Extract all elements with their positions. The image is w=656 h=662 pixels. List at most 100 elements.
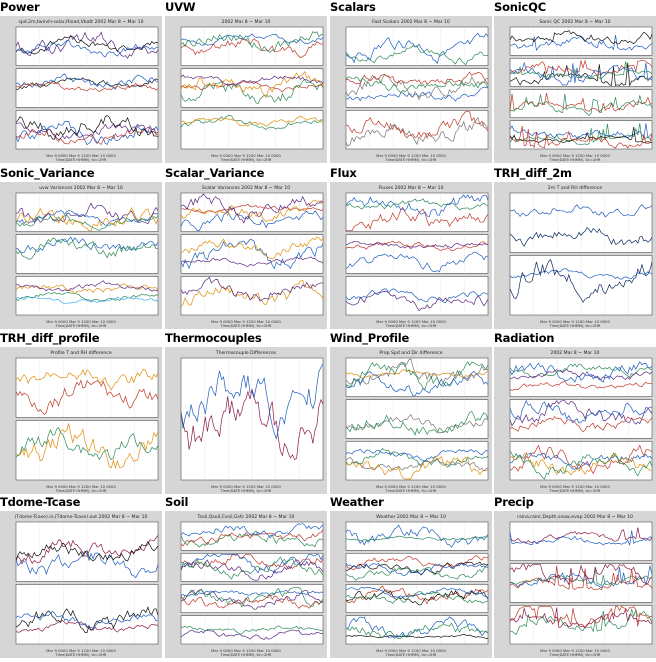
plot-tile-weather: Weather Weather 2002 Mar 8 ~ Mar 10 Mar 9 …	[330, 495, 492, 659]
plot-title: Radiation	[494, 331, 555, 345]
svg-text:Time(DATE HHMM), tic=2HR: Time(DATE HHMM), tic=2HR	[220, 489, 272, 493]
plot-subtitle: Prop Spd and Dir difference	[379, 350, 442, 356]
plot-subtitle: 2m T and RH difference	[548, 185, 603, 191]
plot-tile-thermocouples: Thermocouples Thermocouple Differences Mar…	[165, 331, 327, 495]
plot-subtitle: spd.2m,twind+solar,Rload,Vbatt 2002 Mar …	[18, 19, 143, 25]
svg-text:Mar 9 0000 Mar 9 1200 Ma: Mar 9 0000 Mar 9 1200 Mar 10 0000	[540, 648, 610, 653]
svg-text:Mar 9 0000 Mar 9 1200 Ma: Mar 9 0000 Mar 9 1200 Mar 10 0000	[46, 319, 116, 324]
svg-text:Mar 9 0000 Mar 9 1200 Ma: Mar 9 0000 Mar 9 1200 Mar 10 0000	[46, 153, 116, 158]
svg-text:Time(DATE HHMM), tic=2HR: Time(DATE HHMM), tic=2HR	[385, 489, 437, 493]
svg-text:Time(DATE HHMM), tic=2HR: Time(DATE HHMM), tic=2HR	[220, 324, 272, 328]
svg-text:Mar 9 0000 Mar 9 1200 Ma: Mar 9 0000 Mar 9 1200 Mar 10 0000	[211, 648, 281, 653]
plot-tile-soil: Soil Tsoil,Qsoil,Cvsil,Gsfc 2002 Mar 8 ~ …	[165, 495, 327, 659]
svg-text:Time(DATE HHMM), tic=2HR: Time(DATE HHMM), tic=2HR	[55, 489, 107, 493]
svg-text:Mar 9 0000 Mar 9 1200 Ma: Mar 9 0000 Mar 9 1200 Mar 10 0000	[46, 648, 116, 653]
svg-text:Mar 9 0000 Mar 9 1200 Ma: Mar 9 0000 Mar 9 1200 Mar 10 0000	[211, 484, 281, 489]
svg-text:Mar 9 0000 Mar 9 1200 Ma: Mar 9 0000 Mar 9 1200 Mar 10 0000	[540, 484, 610, 489]
svg-text:Time(DATE HHMM), tic=2HR: Time(DATE HHMM), tic=2HR	[549, 324, 601, 328]
plot-thumbnail-image: Fluxes 2002 Mar 8 ~ Mar 10 Mar 9 0000 Mar…	[330, 182, 492, 329]
plot-thumbnail-image: Weather 2002 Mar 8 ~ Mar 10 Mar 9 0000 Ma…	[330, 511, 492, 658]
plot-thumbnail-link[interactable]: 2m T and RH difference Mar 9 0000 Mar 9 1…	[494, 182, 656, 329]
svg-text:Mar 9 0000 Mar 9 1200 Ma: Mar 9 0000 Mar 9 1200 Mar 10 0000	[211, 319, 281, 324]
svg-text:Time(DATE HHMM), tic=2HR: Time(DATE HHMM), tic=2HR	[55, 653, 107, 657]
plot-title: UVW	[165, 0, 196, 14]
plot-thumbnail-image: (Tdome-Tcase).in,(Tdome-Tcase).out 2002 …	[0, 511, 162, 658]
plot-thumbnail-link[interactable]: Tsoil,Qsoil,Cvsil,Gsfc 2002 Mar 8 ~ Mar …	[165, 511, 327, 658]
plot-thumbnail-link[interactable]: raina,rainr,Depth,snow,evap 2002 Mar 8 ~…	[494, 511, 656, 658]
plot-subtitle: Scalar Variances 2002 Mar 8 ~ Mar 10	[202, 185, 290, 191]
plot-tile-sonicqc: SonicQC Sonic QC 2002 Mar 8 ~ Mar 10 Mar 9…	[494, 0, 656, 164]
plot-title: Weather	[330, 495, 384, 509]
plot-title: Scalar_Variance	[165, 166, 265, 180]
plot-subtitle: Thermocouple Differences	[215, 350, 277, 356]
svg-text:Time(DATE HHMM), tic=2HR: Time(DATE HHMM), tic=2HR	[385, 158, 437, 162]
plot-thumbnail-image: Tsoil,Qsoil,Cvsil,Gsfc 2002 Mar 8 ~ Mar …	[165, 511, 327, 658]
plot-title: Power	[0, 0, 40, 14]
plot-title: SonicQC	[494, 0, 546, 14]
plot-title: Tdome-Tcase	[0, 495, 81, 509]
svg-text:Mar 9 0000 Mar 9 1200 Ma: Mar 9 0000 Mar 9 1200 Mar 10 0000	[540, 153, 610, 158]
svg-text:Time(DATE HHMM), tic=2HR: Time(DATE HHMM), tic=2HR	[385, 324, 437, 328]
plot-thumbnail-image: 2002 Mar 8 ~ Mar 10 Mar 9 0000 Mar 9 1200…	[165, 16, 327, 163]
plot-thumbnail-image: Sonic QC 2002 Mar 8 ~ Mar 10 Mar 9 0000 M…	[494, 16, 656, 163]
plot-thumbnail-image: uvw Variances 2002 Mar 8 ~ Mar 10 Mar 9 0…	[0, 182, 162, 329]
svg-text:Mar 9 0000 Mar 9 1200 Ma: Mar 9 0000 Mar 9 1200 Mar 10 0000	[46, 484, 116, 489]
plot-thumbnail-link[interactable]: Weather 2002 Mar 8 ~ Mar 10 Mar 9 0000 Ma…	[330, 511, 492, 658]
svg-text:Time(DATE HHMM), tic=2HR: Time(DATE HHMM), tic=2HR	[385, 653, 437, 657]
plot-subtitle: Fast Scalars 2002 Mar 8 ~ Mar 10	[372, 19, 450, 25]
plot-subtitle: Profile T and RH difference	[50, 350, 111, 356]
plot-thumbnail-link[interactable]: 2002 Mar 8 ~ Mar 10 Mar 9 0000 Mar 9 1200…	[165, 16, 327, 163]
plot-thumbnail-link[interactable]: Fluxes 2002 Mar 8 ~ Mar 10 Mar 9 0000 Mar…	[330, 182, 492, 329]
plot-subtitle: Sonic QC 2002 Mar 8 ~ Mar 10	[539, 19, 610, 25]
svg-text:Time(DATE HHMM), tic=2HR: Time(DATE HHMM), tic=2HR	[55, 324, 107, 328]
plot-thumbnail-link[interactable]: 2002 Mar 8 ~ Mar 10 Mar 9 0000 Mar 9 1200…	[494, 347, 656, 494]
plot-title: Scalars	[330, 0, 376, 14]
plot-subtitle: Fluxes 2002 Mar 8 ~ Mar 10	[378, 185, 443, 191]
plot-title: Flux	[330, 166, 357, 180]
plot-thumbnail-link[interactable]: Thermocouple Differences Mar 9 0000 Mar 9…	[165, 347, 327, 494]
plot-thumbnail-link[interactable]: uvw Variances 2002 Mar 8 ~ Mar 10 Mar 9 0…	[0, 182, 162, 329]
svg-text:Time(DATE HHMM), tic=2HR: Time(DATE HHMM), tic=2HR	[549, 158, 601, 162]
plot-tile-uvw: UVW 2002 Mar 8 ~ Mar 10 Mar 9 0000 Mar 9 1…	[165, 0, 327, 164]
plot-thumbnail-link[interactable]: Profile T and RH difference Mar 9 0000 Ma…	[0, 347, 162, 494]
plot-subtitle: raina,rainr,Depth,snow,evap 2002 Mar 8 ~…	[517, 514, 633, 520]
plot-subtitle: (Tdome-Tcase).in,(Tdome-Tcase).out 2002 …	[15, 514, 148, 520]
plot-thumbnail-link[interactable]: Scalar Variances 2002 Mar 8 ~ Mar 10 Mar …	[165, 182, 327, 329]
plot-thumbnail-image: 2m T and RH difference Mar 9 0000 Mar 9 1…	[494, 182, 656, 329]
plot-title: TRH_diff_2m	[494, 166, 572, 180]
plot-thumbnail-image: Scalar Variances 2002 Mar 8 ~ Mar 10 Mar …	[165, 182, 327, 329]
plot-subtitle: 2002 Mar 8 ~ Mar 10	[551, 350, 600, 356]
plot-tile-trh-diff-profile: TRH_diff_profile Profile T and RH differe…	[0, 331, 162, 495]
svg-text:Time(DATE HHMM), tic=2HR: Time(DATE HHMM), tic=2HR	[220, 653, 272, 657]
plot-title: Sonic_Variance	[0, 166, 95, 180]
plot-thumbnail-link[interactable]: Fast Scalars 2002 Mar 8 ~ Mar 10 Mar 9 00…	[330, 16, 492, 163]
plot-thumbnail-link[interactable]: Prop Spd and Dir difference Mar 9 0000 Ma…	[330, 347, 492, 494]
plot-subtitle: Weather 2002 Mar 8 ~ Mar 10	[376, 514, 446, 520]
plot-tile-flux: Flux Fluxes 2002 Mar 8 ~ Mar 10 Mar 9 0000…	[330, 166, 492, 330]
plot-tile-tdome-tcase: Tdome-Tcase (Tdome-Tcase).in,(Tdome-Tcase…	[0, 495, 162, 659]
plot-thumbnail-link[interactable]: spd.2m,twind+solar,Rload,Vbatt 2002 Mar …	[0, 16, 162, 163]
plot-thumbnail-image: spd.2m,twind+solar,Rload,Vbatt 2002 Mar …	[0, 16, 162, 163]
svg-text:Mar 9 0000 Mar 9 1200 Ma: Mar 9 0000 Mar 9 1200 Mar 10 0000	[540, 319, 610, 324]
plot-tile-precip: Precip raina,rainr,Depth,snow,evap 2002 M…	[494, 495, 656, 659]
svg-text:Time(DATE HHMM), tic=2HR: Time(DATE HHMM), tic=2HR	[549, 653, 601, 657]
plot-thumbnail-image: Fast Scalars 2002 Mar 8 ~ Mar 10 Mar 9 00…	[330, 16, 492, 163]
plot-subtitle: uvw Variances 2002 Mar 8 ~ Mar 10	[39, 185, 123, 191]
plot-title: TRH_diff_profile	[0, 331, 100, 345]
svg-text:Mar 9 0000 Mar 9 1200 Ma: Mar 9 0000 Mar 9 1200 Mar 10 0000	[211, 153, 281, 158]
plot-title: Soil	[165, 495, 189, 509]
plot-thumbnail-image: Profile T and RH difference Mar 9 0000 Ma…	[0, 347, 162, 494]
plot-title: Wind_Profile	[330, 331, 410, 345]
svg-text:Mar 9 0000 Mar 9 1200 Ma: Mar 9 0000 Mar 9 1200 Mar 10 0000	[376, 484, 446, 489]
svg-text:Time(DATE HHMM), tic=2HR: Time(DATE HHMM), tic=2HR	[549, 489, 601, 493]
plot-title: Precip	[494, 495, 534, 509]
plot-thumbnail-image: raina,rainr,Depth,snow,evap 2002 Mar 8 ~…	[494, 511, 656, 658]
plot-tile-trh-diff-2m: TRH_diff_2m 2m T and RH difference Mar 9 0…	[494, 166, 656, 330]
plot-thumbnail-link[interactable]: Sonic QC 2002 Mar 8 ~ Mar 10 Mar 9 0000 M…	[494, 16, 656, 163]
svg-text:Mar 9 0000 Mar 9 1200 Ma: Mar 9 0000 Mar 9 1200 Mar 10 0000	[376, 153, 446, 158]
plot-thumbnail-link[interactable]: (Tdome-Tcase).in,(Tdome-Tcase).out 2002 …	[0, 511, 162, 658]
plot-tile-scalars: Scalars Fast Scalars 2002 Mar 8 ~ Mar 10 M…	[330, 0, 492, 164]
svg-text:Mar 9 0000 Mar 9 1200 Ma: Mar 9 0000 Mar 9 1200 Mar 10 0000	[376, 319, 446, 324]
svg-text:Mar 9 0000 Mar 9 1200 Ma: Mar 9 0000 Mar 9 1200 Mar 10 0000	[376, 648, 446, 653]
plot-tile-wind-profile: Wind_Profile Prop Spd and Dir difference M…	[330, 331, 492, 495]
